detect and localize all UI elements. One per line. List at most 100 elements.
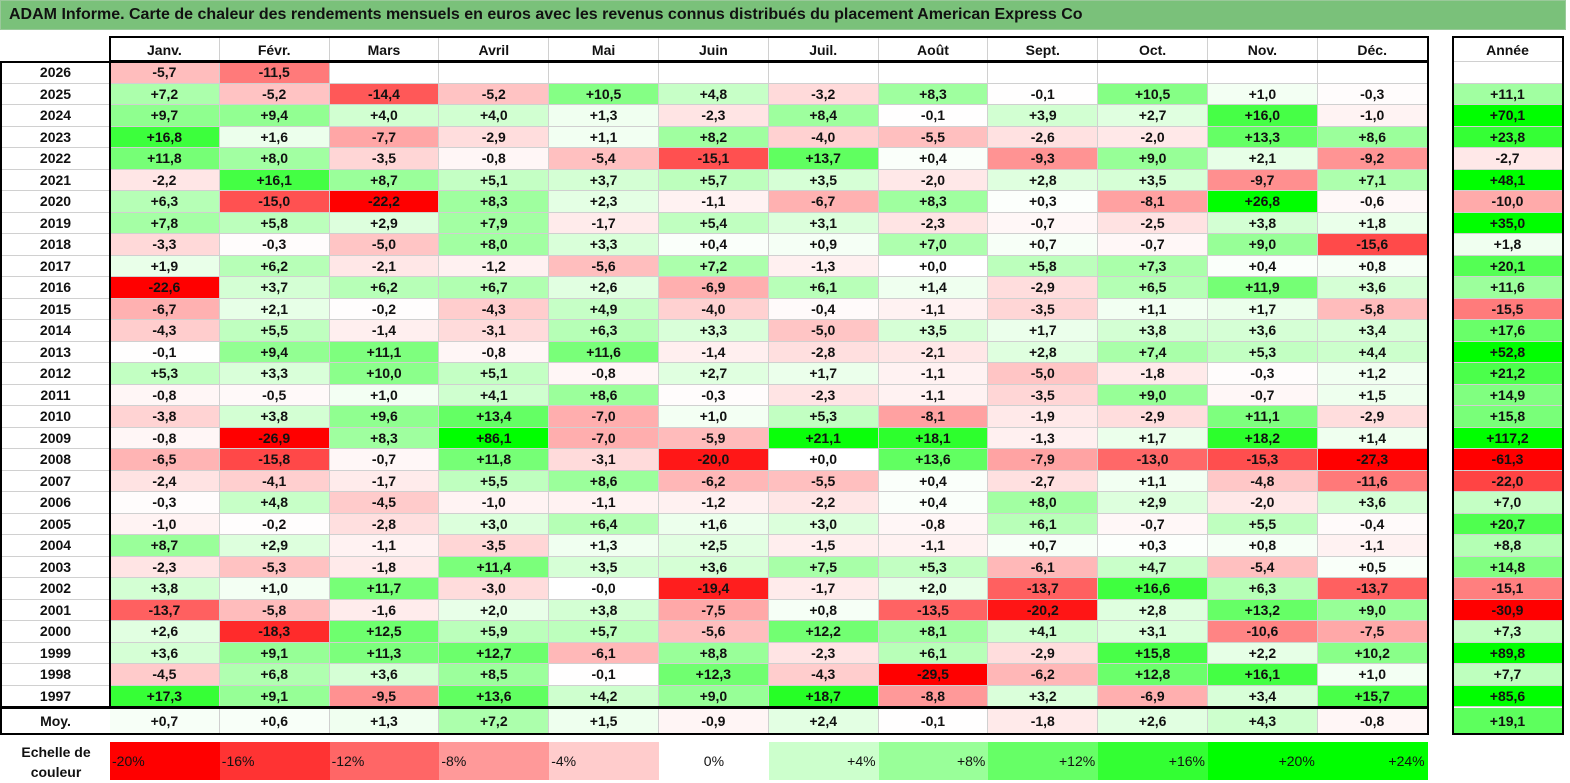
heatmap-cell: +6,4 [549, 513, 659, 535]
heatmap-cell: +3,8 [219, 406, 330, 428]
heatmap-cell: +2,3 [549, 191, 659, 213]
heatmap-cell: +1,3 [549, 535, 659, 557]
heatmap-cell: +16,8 [110, 126, 220, 148]
heatmap-cell: +5,3 [878, 556, 989, 578]
heatmap-cell: -5,2 [439, 83, 550, 105]
heatmap-cell: +0,8 [1317, 255, 1428, 277]
heatmap-cell: +2,6 [549, 277, 659, 299]
heatmap-cell: -5,2 [219, 83, 330, 105]
heatmap-cell: -0,7 [1208, 384, 1318, 406]
heatmap-cell: -1,1 [659, 191, 769, 213]
heatmap-cell: -2,3 [659, 105, 769, 127]
heatmap-cell: -3,1 [549, 449, 659, 471]
year-label: 2009 [2, 428, 109, 449]
heatmap-cell: -2,8 [329, 513, 440, 535]
heatmap-cell: +8,1 [878, 621, 989, 643]
heatmap-cell: +0,5 [1317, 556, 1428, 578]
heatmap-cell: +7,3 [1098, 255, 1208, 277]
year-label: 2016 [2, 277, 109, 299]
heatmap-cell: -2,0 [1208, 492, 1318, 514]
heatmap-cell: +3,1 [768, 212, 879, 234]
heatmap-cell: +4,8 [659, 83, 769, 105]
heatmap-cell: -0,3 [1317, 83, 1428, 105]
heatmap-cell: -8,1 [878, 406, 989, 428]
year-total-cell: +1,8 [1453, 234, 1563, 256]
heatmap-cell: +5,3 [1208, 341, 1318, 363]
heatmap-cell: +3,6 [659, 556, 769, 578]
heatmap-cell: -1,1 [878, 298, 989, 320]
heatmap-cell: +8,0 [439, 234, 550, 256]
heatmap-cell: +11,3 [329, 642, 440, 664]
year-total-cell: -10,0 [1453, 191, 1563, 213]
heatmap-cell: -0,7 [1098, 234, 1208, 256]
heatmap-cell: +0,8 [768, 599, 879, 621]
heatmap-cell: +3,8 [549, 599, 659, 621]
heatmap-cell: +7,1 [1317, 169, 1428, 191]
heatmap-cell: +13,2 [1208, 599, 1318, 621]
heatmap-cell: +6,3 [549, 320, 659, 342]
heatmap-cell: +86,1 [439, 427, 550, 449]
year-total-cell: +20,7 [1453, 513, 1563, 535]
heatmap-cell: -3,5 [439, 535, 550, 557]
heatmap-cell: -5,5 [768, 470, 879, 492]
heatmap-cell: +0,3 [1098, 535, 1208, 557]
color-scale-swatch: -20% [110, 742, 220, 780]
heatmap-cell: +5,9 [439, 621, 550, 643]
year-total-cell: -22,0 [1453, 470, 1563, 492]
heatmap-cell: +1,3 [549, 105, 659, 127]
heatmap-cell: +2,5 [659, 535, 769, 557]
heatmap-cell: +12,2 [768, 621, 879, 643]
heatmap-cell: +1,7 [988, 320, 1099, 342]
heatmap-cell: +9,4 [219, 105, 330, 127]
heatmap-cell: +6,5 [1098, 277, 1208, 299]
heatmap-cell: -6,9 [659, 277, 769, 299]
heatmap-cell: -6,2 [659, 470, 769, 492]
heatmap-cell: -13,0 [1098, 449, 1208, 471]
heatmap-cell: +2,8 [988, 341, 1099, 363]
heatmap-cell: +9,1 [219, 642, 330, 664]
year-label: 2007 [2, 471, 109, 492]
heatmap-cell: +4,1 [988, 621, 1099, 643]
heatmap-cell: -2,0 [878, 169, 989, 191]
heatmap-cell: +6,1 [988, 513, 1099, 535]
heatmap-cell: -0,8 [110, 427, 220, 449]
year-label: 2003 [2, 557, 109, 578]
chart-title: ADAM Informe. Carte de chaleur des rende… [9, 6, 1083, 23]
year-label: 2024 [2, 105, 109, 127]
heatmap-cell: -29,5 [878, 664, 989, 686]
heatmap-cell: -2,9 [988, 642, 1099, 664]
heatmap-cell: +2,0 [878, 578, 989, 600]
heatmap-cell: +3,7 [219, 277, 330, 299]
heatmap-cell: +1,6 [659, 513, 769, 535]
year-total-cell: +7,0 [1453, 492, 1563, 514]
heatmap-cell: +3,4 [1208, 685, 1318, 707]
heatmap-cell: +4,9 [549, 298, 659, 320]
average-cell: +7,2 [439, 708, 550, 734]
heatmap-cell: +9,0 [1208, 234, 1318, 256]
heatmap-cell: +1,9 [110, 255, 220, 277]
heatmap-cell: -15,8 [219, 449, 330, 471]
heatmap-cell: +7,2 [110, 83, 220, 105]
heatmap-cell: +4,7 [1098, 556, 1208, 578]
heatmap-cell: -4,3 [439, 298, 550, 320]
heatmap-cell: -0,2 [219, 513, 330, 535]
heatmap-cell: +1,7 [768, 363, 879, 385]
heatmap-cell: +3,0 [439, 513, 550, 535]
color-scale-swatch: +4% [768, 742, 879, 780]
heatmap-cell: +6,1 [878, 642, 989, 664]
heatmap-cell: -2,3 [110, 556, 220, 578]
heatmap-cell: +10,0 [329, 363, 440, 385]
color-scale-swatch: -4% [549, 742, 659, 780]
heatmap-cell: +10,5 [549, 83, 659, 105]
heatmap-cell: +4,4 [1317, 341, 1428, 363]
average-cell: +0,7 [110, 708, 220, 734]
heatmap-cell: +3,3 [549, 234, 659, 256]
year-label: 2001 [2, 600, 109, 621]
heatmap-cell: +3,6 [329, 664, 440, 686]
year-total-cell: -15,5 [1453, 298, 1563, 320]
heatmap-cell: -0,8 [549, 363, 659, 385]
heatmap-cell: -6,7 [110, 298, 220, 320]
year-total-cell: +14,9 [1453, 384, 1563, 406]
heatmap-cell: -2,6 [988, 126, 1099, 148]
heatmap-cell: +16,0 [1208, 105, 1318, 127]
